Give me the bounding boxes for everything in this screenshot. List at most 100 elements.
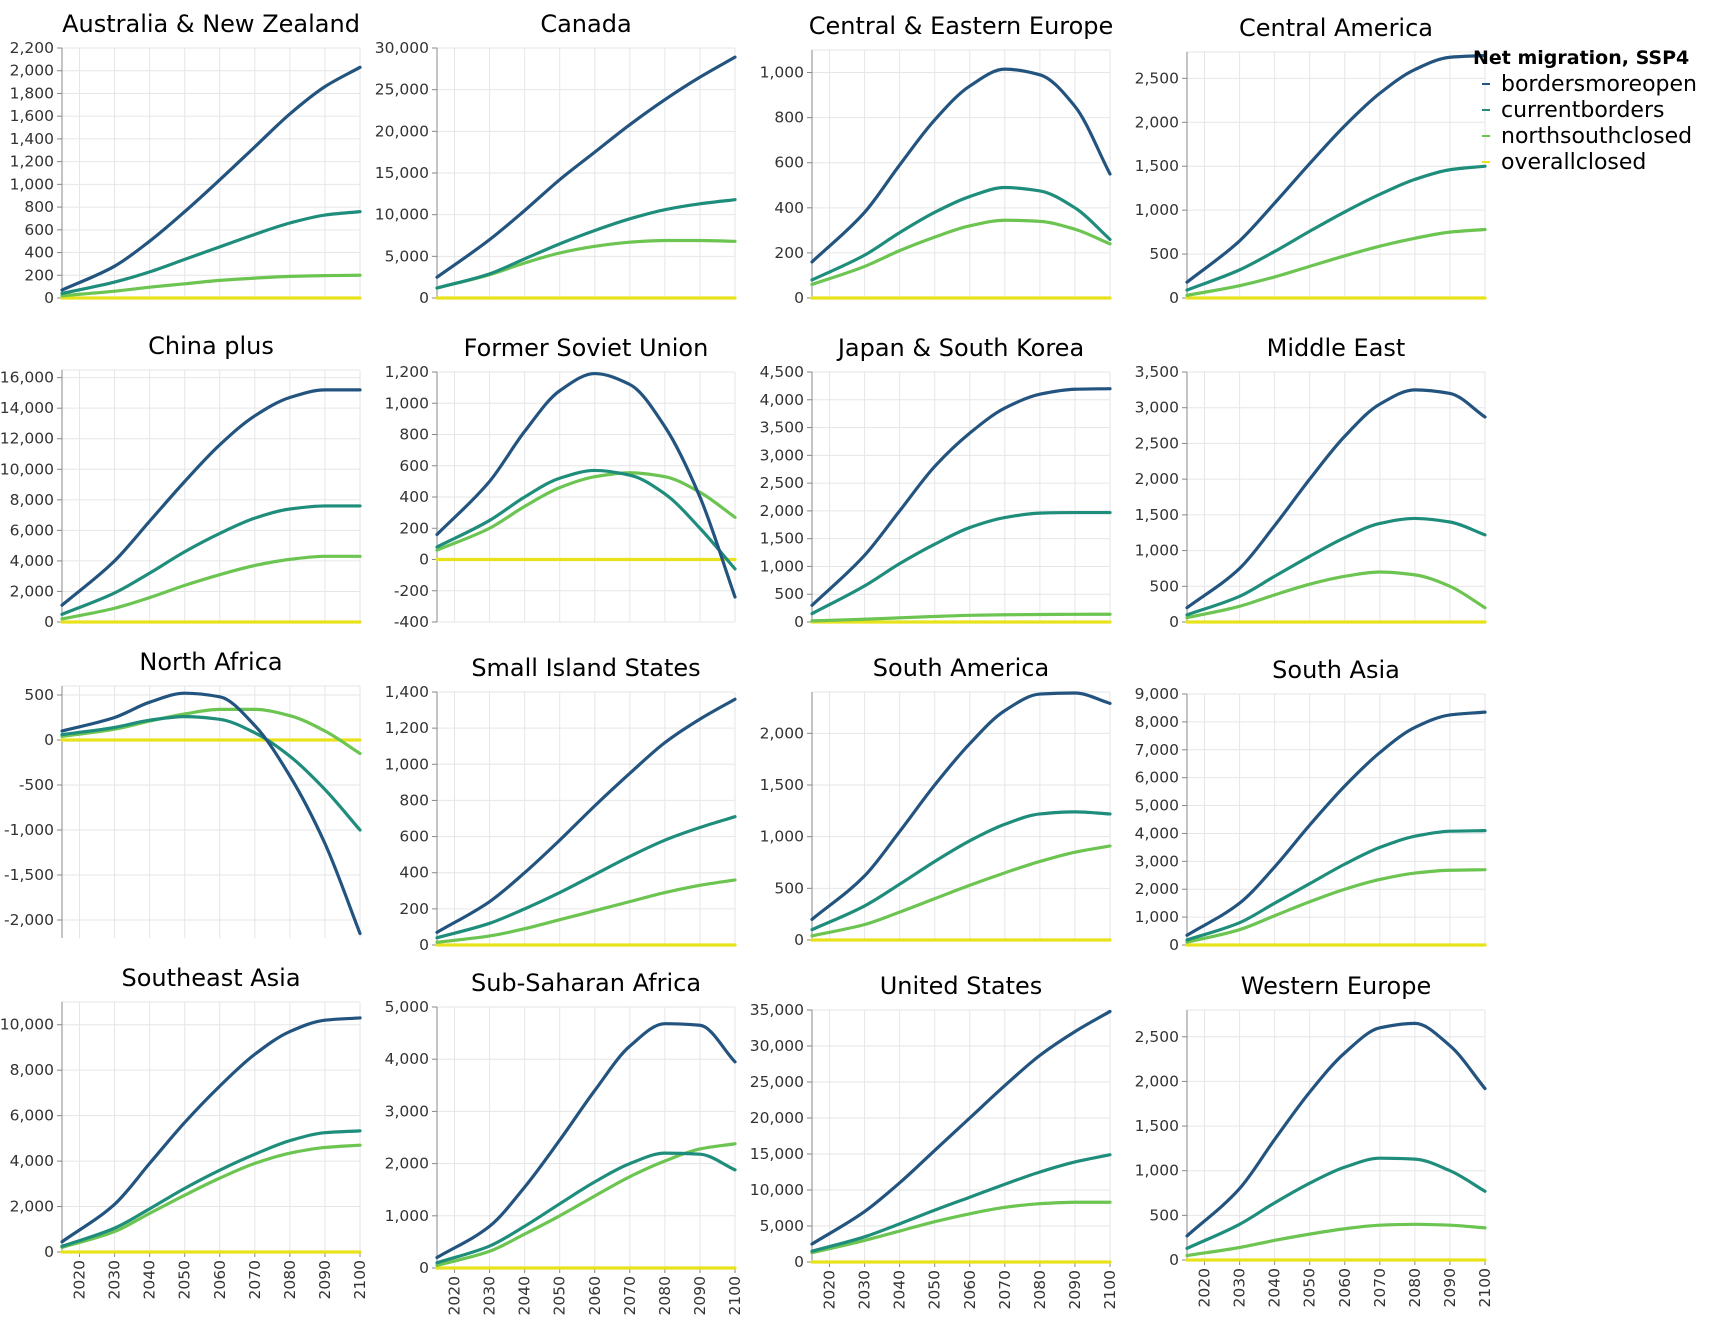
y-tick-label: 500 [774,879,804,897]
series-line-northsouthclosed [810,844,1112,938]
series-line-currentborders [810,510,1112,616]
y-tick-label: 1,000 [1135,1162,1179,1180]
y-tick-label: 0 [1169,289,1179,307]
legend: Net migration, SSP4 bordersmoreopencurren… [1473,47,1697,175]
y-tick-label: 500 [774,585,804,603]
x-tick-label: 2060 [961,1270,979,1309]
x-tick-label: 2100 [1101,1270,1119,1309]
series-line-currentborders [435,468,737,571]
series-line-northsouthclosed [1185,1222,1487,1258]
x-tick-label: 2020 [446,1276,464,1315]
series-line-bordersmoreopen [810,691,1112,921]
y-tick-label: 500 [1149,577,1179,595]
panel-title: Japan & South Korea [836,334,1084,362]
panel-small-island-states: 0 200 400 600 800 1,000 1,200 1,400 Small Island… [385,654,737,954]
y-tick-label: 8,000 [10,491,54,509]
y-tick-label: 0 [1169,1251,1179,1269]
y-tick-label: 35,000 [750,1001,804,1019]
series-line-currentborders [810,1153,1112,1253]
panel-title: Sub-Saharan Africa [471,969,701,997]
panel-title: Southeast Asia [121,964,300,992]
y-tick-label: 4,000 [385,1050,429,1068]
y-tick-label: 5,000 [760,1217,804,1235]
series-line-northsouthclosed [60,273,362,298]
y-tick-label: 1,200 [10,153,54,171]
y-tick-label: 1,000 [760,557,804,575]
series-line-northsouthclosed [60,554,362,621]
y-tick-label: 0 [44,1243,54,1261]
x-tick-label: 2020 [71,1260,89,1299]
y-tick-label: -1,500 [4,866,54,884]
y-tick-label: 1,000 [1135,908,1179,926]
y-tick-label: 2,000 [10,62,54,80]
legend-title: Net migration, SSP4 [1473,47,1689,69]
panel-title: Small Island States [471,654,700,682]
series-line-currentborders [60,1129,362,1248]
y-tick-label: 4,500 [760,363,804,381]
panel-title: United States [880,972,1043,1000]
y-tick-label: 2,000 [760,724,804,742]
x-tick-label: 2070 [621,1276,639,1315]
panel-title: North Africa [139,648,282,676]
y-tick-label: 0 [1169,613,1179,631]
y-tick-label: 30,000 [750,1037,804,1055]
y-tick-label: 600 [774,154,804,172]
panel-australia-and-new-zealand: 0 200 400 600 800 1,000 1,200 1,400 1,600 1,800 2,… [10,10,362,307]
y-tick-label: 1,500 [1135,1117,1179,1135]
panel-title: Canada [540,10,631,38]
y-tick-label: 0 [419,289,429,307]
y-tick-label: 600 [24,221,54,239]
y-tick-label: 0 [44,289,54,307]
panel-sub-saharan-africa: 0 1,000 2,000 3,000 4,000 5,000 2020 2030 2040 20… [385,969,744,1315]
y-tick-label: 200 [774,244,804,262]
panel-united-states: 0 5,000 10,000 15,000 20,000 25,000 30,000 35,0… [750,972,1119,1309]
x-tick-label: 2030 [106,1260,124,1299]
y-tick-label: 1,000 [10,175,54,193]
legend-label-overallclosed: overallclosed [1501,150,1646,175]
x-tick-label: 2020 [821,1270,839,1309]
panel-china-plus: 0 2,000 4,000 6,000 8,000 10,000 12,000 14,000 1… [0,332,362,631]
y-tick-label: 2,000 [10,1198,54,1216]
x-tick-label: 2100 [726,1276,744,1315]
x-tick-label: 2090 [691,1276,709,1315]
series-line-bordersmoreopen [60,65,362,292]
y-tick-label: 5,000 [1135,797,1179,815]
series-line-currentborders [1185,164,1487,292]
panel-canada: 0 5,000 10,000 15,000 20,000 25,000 30,000 Cana… [375,10,737,307]
x-tick-label: 2060 [211,1260,229,1299]
x-tick-label: 2050 [551,1276,569,1315]
y-tick-label: 200 [24,266,54,284]
panel-north-africa: -2,000 -1,500 -1,000 -500 0 500 North Africa [4,648,362,938]
series-line-northsouthclosed [810,612,1112,623]
panel-title: Central America [1239,14,1433,42]
y-tick-label: 2,500 [1135,1028,1179,1046]
series-line-northsouthclosed [435,471,737,552]
y-tick-label: 1,000 [385,1207,429,1225]
panel-title: China plus [148,332,274,360]
y-tick-label: 5,000 [385,998,429,1016]
y-tick-label: 1,000 [760,64,804,82]
x-tick-label: 2080 [1406,1268,1424,1307]
y-tick-label: 4,000 [760,391,804,409]
y-tick-label: 10,000 [0,1016,54,1034]
series-line-northsouthclosed [435,878,737,944]
y-tick-label: 6,000 [1135,769,1179,787]
series-line-bordersmoreopen [810,1009,1112,1246]
y-tick-label: 0 [1169,936,1179,954]
y-tick-label: 4,000 [10,1152,54,1170]
panel-title: Middle East [1267,334,1406,362]
legend-label-northsouthclosed: northsouthclosed [1501,124,1692,149]
y-tick-label: 1,000 [385,394,429,412]
y-tick-label: 2,500 [1135,69,1179,87]
y-tick-label: -200 [394,582,429,600]
series-line-bordersmoreopen [60,691,362,936]
y-tick-label: -500 [19,776,54,794]
panel-title: Western Europe [1241,972,1431,1000]
panel-title: Central & Eastern Europe [809,12,1114,40]
panel-southeast-asia: 0 2,000 4,000 6,000 8,000 10,000 2020 2030 2040 2… [0,964,369,1299]
x-tick-label: 2090 [316,1260,334,1299]
series-line-currentborders [435,815,737,940]
x-tick-label: 2080 [1031,1270,1049,1309]
y-tick-label: 2,000 [1135,113,1179,131]
y-tick-label: 800 [774,109,804,127]
